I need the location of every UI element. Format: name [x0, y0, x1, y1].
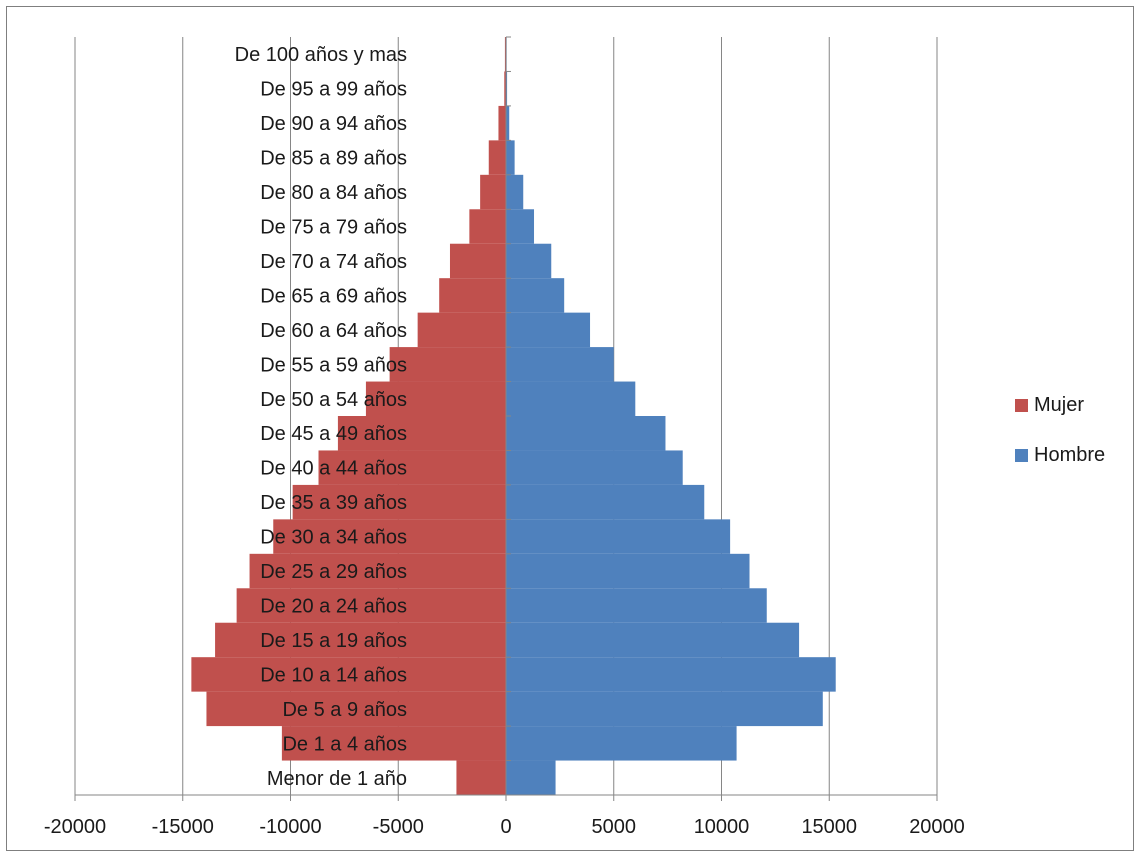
category-label: De 15 a 19 años — [260, 630, 407, 652]
chart-frame: -20000 -15000 -10000 -5000 0 5000 10000 15000 20… — [6, 6, 1134, 851]
bar-mujer — [191, 657, 506, 692]
x-tick-label: -10000 — [259, 816, 321, 838]
bar-mujer — [281, 726, 506, 761]
bar-hombre — [506, 691, 823, 727]
bars — [191, 37, 836, 795]
legend-swatch-mujer — [1015, 399, 1028, 412]
category-label: De 75 a 79 años — [260, 217, 407, 239]
x-tick-label: 15000 — [801, 816, 857, 838]
category-label: De 65 a 69 años — [260, 285, 407, 307]
bar-hombre — [506, 140, 515, 175]
category-label: De 25 a 29 años — [260, 561, 407, 583]
category-label: De 85 a 89 años — [260, 148, 407, 170]
category-label: De 60 a 64 años — [260, 320, 407, 342]
bar-hombre — [506, 588, 767, 623]
category-label: De 30 a 34 años — [260, 527, 407, 549]
bar-mujer — [417, 312, 506, 348]
category-label: De 5 a 9 años — [282, 699, 407, 721]
category-label: De 45 a 49 años — [260, 423, 407, 445]
bar-hombre — [506, 760, 556, 795]
bar-mujer — [249, 553, 506, 589]
bar-mujer — [337, 416, 506, 451]
bar-mujer — [365, 381, 506, 416]
bar-mujer — [488, 140, 506, 175]
bar-hombre — [506, 726, 737, 761]
bar-hombre — [506, 209, 535, 244]
bar-hombre — [506, 381, 636, 416]
bar-hombre — [506, 174, 524, 210]
bar-mujer — [504, 71, 506, 106]
bar-hombre — [506, 553, 750, 589]
category-label: De 10 a 14 años — [260, 664, 407, 686]
x-tick-label: -15000 — [152, 816, 214, 838]
bar-hombre — [506, 484, 705, 520]
bar-mujer — [456, 760, 506, 795]
legend-label-mujer: Mujer — [1034, 394, 1084, 416]
category-labels: Menor de 1 año De 1 a 4 años De 5 a 9 años… — [235, 44, 407, 790]
x-tick-label: 5000 — [592, 816, 637, 838]
bar-mujer — [449, 243, 506, 279]
category-label: De 1 a 4 años — [282, 733, 407, 755]
category-label: De 55 a 59 años — [260, 354, 407, 376]
bar-hombre — [506, 312, 591, 348]
bar-hombre — [506, 243, 552, 279]
category-label: De 50 a 54 años — [260, 389, 407, 411]
bar-hombre — [506, 71, 508, 106]
category-label: Menor de 1 año — [267, 768, 407, 790]
category-label: De 80 a 84 años — [260, 182, 407, 204]
category-label: De 20 a 24 años — [260, 596, 407, 618]
bar-mujer — [389, 347, 506, 382]
legend: Mujer Hombre — [1015, 394, 1105, 466]
bar-mujer — [292, 484, 506, 520]
axes: -20000 -15000 -10000 -5000 0 5000 10000 15000 20… — [44, 36, 965, 838]
bar-mujer — [439, 278, 506, 313]
x-tick-label: 0 — [500, 816, 511, 838]
x-tick-label: -20000 — [44, 816, 106, 838]
category-label: De 35 a 39 años — [260, 492, 407, 514]
bar-hombre — [506, 519, 731, 554]
bar-mujer — [498, 105, 506, 141]
category-label: De 90 a 94 años — [260, 113, 407, 135]
bar-mujer — [480, 174, 506, 210]
bar-mujer — [318, 450, 506, 485]
legend-swatch-hombre — [1015, 449, 1028, 462]
bar-hombre — [506, 622, 800, 658]
bar-hombre — [506, 278, 565, 313]
bar-hombre — [506, 657, 836, 692]
bar-mujer — [236, 588, 506, 623]
bar-hombre — [506, 416, 666, 451]
bar-mujer — [273, 519, 506, 554]
x-tick-label: 20000 — [909, 816, 965, 838]
bar-mujer — [504, 37, 506, 72]
bar-mujer — [469, 209, 506, 244]
bar-hombre — [506, 450, 683, 485]
category-label: De 100 años y mas — [235, 44, 407, 66]
category-label: De 70 a 74 años — [260, 251, 407, 273]
bar-hombre — [506, 347, 614, 382]
legend-label-hombre: Hombre — [1034, 444, 1105, 466]
population-pyramid-chart: -20000 -15000 -10000 -5000 0 5000 10000 15000 20… — [44, 36, 1105, 838]
x-tick-label: -5000 — [373, 816, 424, 838]
category-label: De 95 a 99 años — [260, 79, 407, 101]
category-label: De 40 a 44 años — [260, 458, 407, 480]
x-tick-label: 10000 — [694, 816, 750, 838]
bar-mujer — [215, 622, 506, 658]
bar-mujer — [206, 691, 506, 727]
bar-hombre — [506, 105, 510, 141]
